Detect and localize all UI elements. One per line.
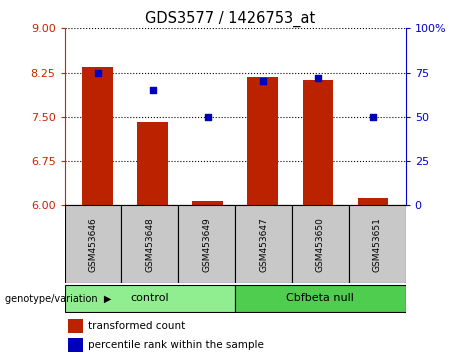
Bar xyxy=(235,205,292,283)
Bar xyxy=(121,205,178,283)
Point xyxy=(149,87,156,93)
Text: transformed count: transformed count xyxy=(89,321,186,331)
Bar xyxy=(65,285,235,312)
Bar xyxy=(137,121,168,205)
Bar xyxy=(65,205,121,283)
Bar xyxy=(68,338,83,352)
Bar xyxy=(193,201,223,205)
Text: GSM453646: GSM453646 xyxy=(89,217,97,272)
Bar xyxy=(68,319,83,333)
Text: GSM453650: GSM453650 xyxy=(316,217,325,272)
Text: percentile rank within the sample: percentile rank within the sample xyxy=(89,341,264,350)
Point xyxy=(314,75,321,81)
Point xyxy=(369,114,376,120)
Text: GSM453649: GSM453649 xyxy=(202,217,211,272)
Bar xyxy=(83,67,112,205)
Bar xyxy=(248,77,278,205)
Text: GSM453647: GSM453647 xyxy=(259,217,268,272)
Bar xyxy=(349,205,406,283)
Text: genotype/variation  ▶: genotype/variation ▶ xyxy=(5,294,111,304)
Text: GSM453651: GSM453651 xyxy=(373,217,382,272)
Text: GDS3577 / 1426753_at: GDS3577 / 1426753_at xyxy=(145,11,316,27)
Bar xyxy=(302,80,333,205)
Bar xyxy=(178,205,235,283)
Text: control: control xyxy=(130,293,169,303)
Text: Cbfbeta null: Cbfbeta null xyxy=(286,293,355,303)
Point xyxy=(94,70,101,75)
Point xyxy=(204,114,211,120)
Bar xyxy=(358,198,388,205)
Bar xyxy=(235,285,406,312)
Point xyxy=(259,79,266,84)
Bar xyxy=(292,205,349,283)
Text: GSM453648: GSM453648 xyxy=(145,217,154,272)
